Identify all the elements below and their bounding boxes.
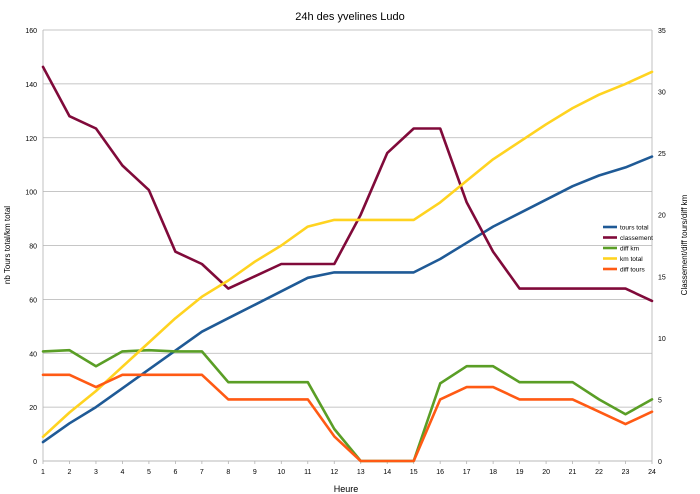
series-lines xyxy=(41,65,654,463)
x-tick-label: 21 xyxy=(569,469,577,476)
y-left-tick-label: 80 xyxy=(29,244,37,251)
y-left-tick-label: 0 xyxy=(33,459,37,466)
x-tick-label: 4 xyxy=(120,469,124,476)
y-left-tick-label: 40 xyxy=(29,351,37,358)
x-tick-label: 22 xyxy=(595,469,603,476)
y-left-tick-label: 60 xyxy=(29,297,37,304)
x-tick-label: 23 xyxy=(622,469,630,476)
legend-label-km-total: km total xyxy=(620,256,643,263)
y-right-tick-label: 10 xyxy=(658,336,666,343)
y-axis-right-label: Classement/diff tours/diff km xyxy=(680,194,689,295)
grid-lines xyxy=(43,29,652,462)
y-right-tick-label: 0 xyxy=(658,459,662,466)
x-tick-label: 1 xyxy=(41,469,45,476)
y-axis-left-label: nb Tours total/km total xyxy=(3,206,12,284)
x-tick-label: 10 xyxy=(277,469,285,476)
x-tick-label: 6 xyxy=(173,469,177,476)
series-line-km-total xyxy=(41,70,654,439)
y-right-tick-label: 30 xyxy=(658,90,666,97)
x-tick-label: 3 xyxy=(94,469,98,476)
x-tick-label: 9 xyxy=(253,469,257,476)
x-tick-label: 16 xyxy=(436,469,444,476)
chart-title: 24h des yvelines Ludo xyxy=(295,11,404,23)
x-tick-label: 18 xyxy=(489,469,497,476)
x-tick-label: 8 xyxy=(226,469,230,476)
legend-label-tours-total: tours total xyxy=(620,225,649,232)
y-right-tick-label: 25 xyxy=(658,151,666,158)
y-left-tick-label: 20 xyxy=(29,405,37,412)
y-left-tick-label: 100 xyxy=(25,190,37,197)
y-right-tick-label: 15 xyxy=(658,274,666,281)
x-tick-label: 11 xyxy=(304,469,311,476)
legend-label-diff-km: diff km xyxy=(620,246,639,253)
x-tick-label: 5 xyxy=(147,469,151,476)
series-line-diff-km xyxy=(41,348,654,463)
y-right-tick-label: 35 xyxy=(658,28,666,35)
legend-label-classement: classement xyxy=(620,235,653,242)
x-tick-label: 15 xyxy=(410,469,418,476)
x-tick-label: 14 xyxy=(383,469,391,476)
y-left-tick-label: 140 xyxy=(25,82,37,89)
x-tick-label: 24 xyxy=(648,469,656,476)
series-line-classement xyxy=(41,65,654,303)
legend: tours total classement diff km km total diff… xyxy=(603,225,653,274)
y-left-tick-label: 120 xyxy=(25,136,37,143)
x-tick-label: 7 xyxy=(200,469,204,476)
series-line-tours-total xyxy=(41,155,654,444)
x-tick-label: 20 xyxy=(542,469,550,476)
y-right-tick-label: 20 xyxy=(658,213,666,220)
legend-label-diff-tours: diff tours xyxy=(620,267,646,274)
x-axis-label: Heure xyxy=(334,484,359,494)
y-left-tick-label: 160 xyxy=(25,28,37,35)
x-tick-label: 2 xyxy=(68,469,72,476)
x-tick-label: 19 xyxy=(516,469,524,476)
y-right-tick-label: 5 xyxy=(658,397,662,404)
x-tick-label: 12 xyxy=(330,469,338,476)
x-tick-label: 13 xyxy=(357,469,365,476)
x-tick-label: 17 xyxy=(463,469,471,476)
series-line-diff-tours xyxy=(41,373,654,463)
